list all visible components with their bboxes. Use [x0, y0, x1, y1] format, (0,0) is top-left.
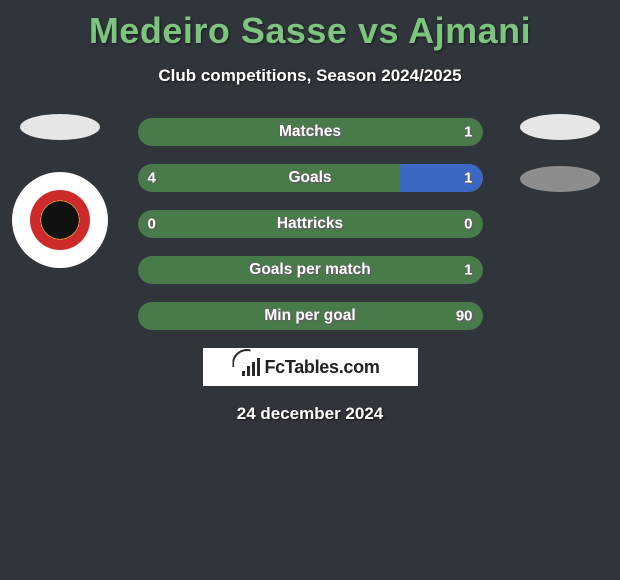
brand-curve-icon — [238, 357, 258, 377]
stat-label: Goals — [288, 169, 331, 187]
stat-row: 4 1 Goals — [138, 164, 483, 192]
stat-row: 90 Min per goal — [138, 302, 483, 330]
stat-row: 1 Goals per match — [138, 256, 483, 284]
stats-container: 1 Matches 4 1 Goals 0 0 Hattricks 1 Goals per mat… — [138, 118, 483, 330]
brand-box[interactable]: FcTables.com — [203, 348, 418, 386]
stat-value-left: 0 — [148, 216, 156, 233]
stat-label: Hattricks — [277, 215, 343, 233]
stat-label: Min per goal — [264, 307, 355, 325]
player-right-placeholder — [520, 114, 600, 140]
page-subtitle: Club competitions, Season 2024/2025 — [0, 66, 620, 86]
stat-value-left: 4 — [148, 170, 156, 187]
stat-value-right: 90 — [456, 308, 473, 325]
club-left-badge — [12, 172, 108, 268]
player-left-placeholder — [20, 114, 100, 140]
stat-row: 1 Matches — [138, 118, 483, 146]
stat-value-right: 1 — [464, 170, 472, 187]
stat-value-right: 1 — [464, 262, 472, 279]
brand-text: FcTables.com — [264, 357, 379, 378]
club-right-placeholder — [520, 166, 600, 192]
date-stamp: 24 december 2024 — [0, 404, 620, 424]
stat-label: Goals per match — [249, 261, 370, 279]
stat-value-right: 1 — [464, 124, 472, 141]
stat-label: Matches — [279, 123, 341, 141]
stat-value-right: 0 — [464, 216, 472, 233]
stat-row: 0 0 Hattricks — [138, 210, 483, 238]
comparison-content: 1 Matches 4 1 Goals 0 0 Hattricks 1 Goals per mat… — [0, 118, 620, 424]
page-title: Medeiro Sasse vs Ajmani — [0, 10, 620, 52]
